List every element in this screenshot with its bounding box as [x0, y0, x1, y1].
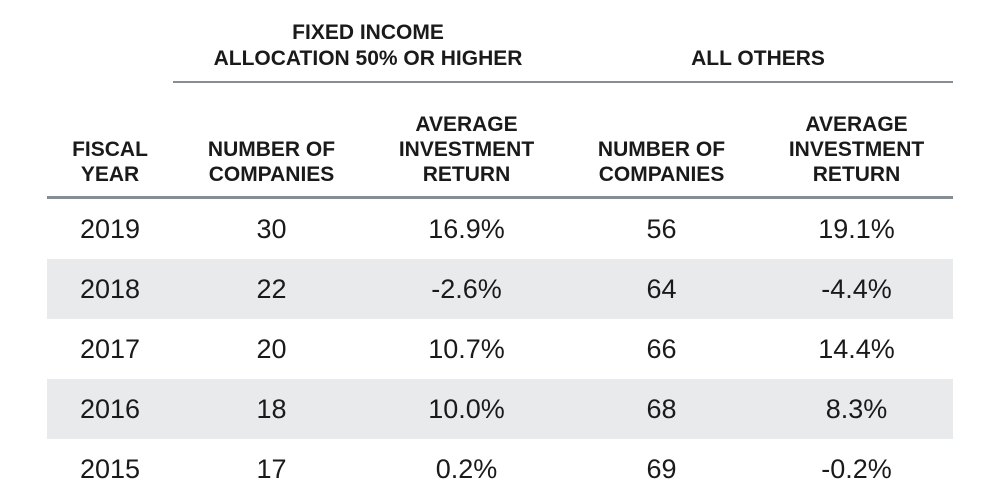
cell-fiscal-year: 2017: [79, 333, 141, 364]
cell-others-companies: 66: [646, 333, 677, 364]
group-header-spacer: [47, 0, 173, 82]
cell-fixed-companies: 18: [256, 393, 287, 424]
cell-fixed-return: -2.6%: [431, 273, 502, 304]
table-row: 2016 18 10.0% 68 8.3%: [47, 379, 954, 439]
cell-fixed-return: 16.9%: [428, 213, 505, 244]
table-row: 2019 30 16.9% 56 19.1%: [47, 198, 953, 260]
group-header-all-others: ALL OTHERS: [563, 0, 954, 83]
cell-others-return: 19.1%: [818, 213, 895, 244]
cell-others-return: -0.2%: [821, 453, 892, 484]
cell-fixed-companies: 17: [256, 453, 287, 484]
column-header-others-return: AVERAGE INVESTMENT RETURN: [760, 82, 954, 199]
cell-fixed-companies: 20: [256, 333, 287, 364]
cell-others-companies: 68: [646, 393, 677, 424]
cell-fiscal-year: 2018: [79, 273, 141, 304]
column-header-row: FISCAL YEAR NUMBER OF COMPANIES AVERAGE …: [47, 82, 954, 199]
cell-others-return: 8.3%: [825, 393, 888, 424]
investment-returns-table: FIXED INCOME ALLOCATION 50% OR HIGHER AL…: [47, 0, 954, 499]
cell-fiscal-year: 2016: [79, 393, 141, 424]
cell-fiscal-year: 2015: [79, 453, 141, 484]
group-header-fixed-income: FIXED INCOME ALLOCATION 50% OR HIGHER: [173, 0, 564, 83]
table-row: 2017 20 10.7% 66 14.4%: [47, 319, 953, 379]
cell-others-companies: 56: [646, 213, 677, 244]
table-row: 2015 17 0.2% 69 -0.2%: [47, 439, 953, 499]
cell-fixed-return: 0.2%: [435, 453, 498, 484]
column-header-fixed-return: AVERAGE INVESTMENT RETURN: [370, 82, 564, 199]
cell-fixed-companies: 30: [256, 213, 287, 244]
cell-fixed-companies: 22: [256, 273, 287, 304]
column-header-fiscal-year: FISCAL YEAR: [47, 82, 173, 199]
cell-others-return: -4.4%: [821, 273, 892, 304]
column-header-fixed-companies: NUMBER OF COMPANIES: [173, 82, 370, 199]
cell-others-return: 14.4%: [818, 333, 895, 364]
cell-others-companies: 64: [646, 273, 677, 304]
column-header-others-companies: NUMBER OF COMPANIES: [563, 82, 761, 199]
group-header-row: FIXED INCOME ALLOCATION 50% OR HIGHER AL…: [47, 0, 954, 83]
table-row: 2018 22 -2.6% 64 -4.4%: [47, 259, 954, 319]
cell-fiscal-year: 2019: [79, 213, 141, 244]
cell-fixed-return: 10.0%: [428, 393, 505, 424]
cell-others-companies: 69: [646, 453, 677, 484]
cell-fixed-return: 10.7%: [428, 333, 505, 364]
